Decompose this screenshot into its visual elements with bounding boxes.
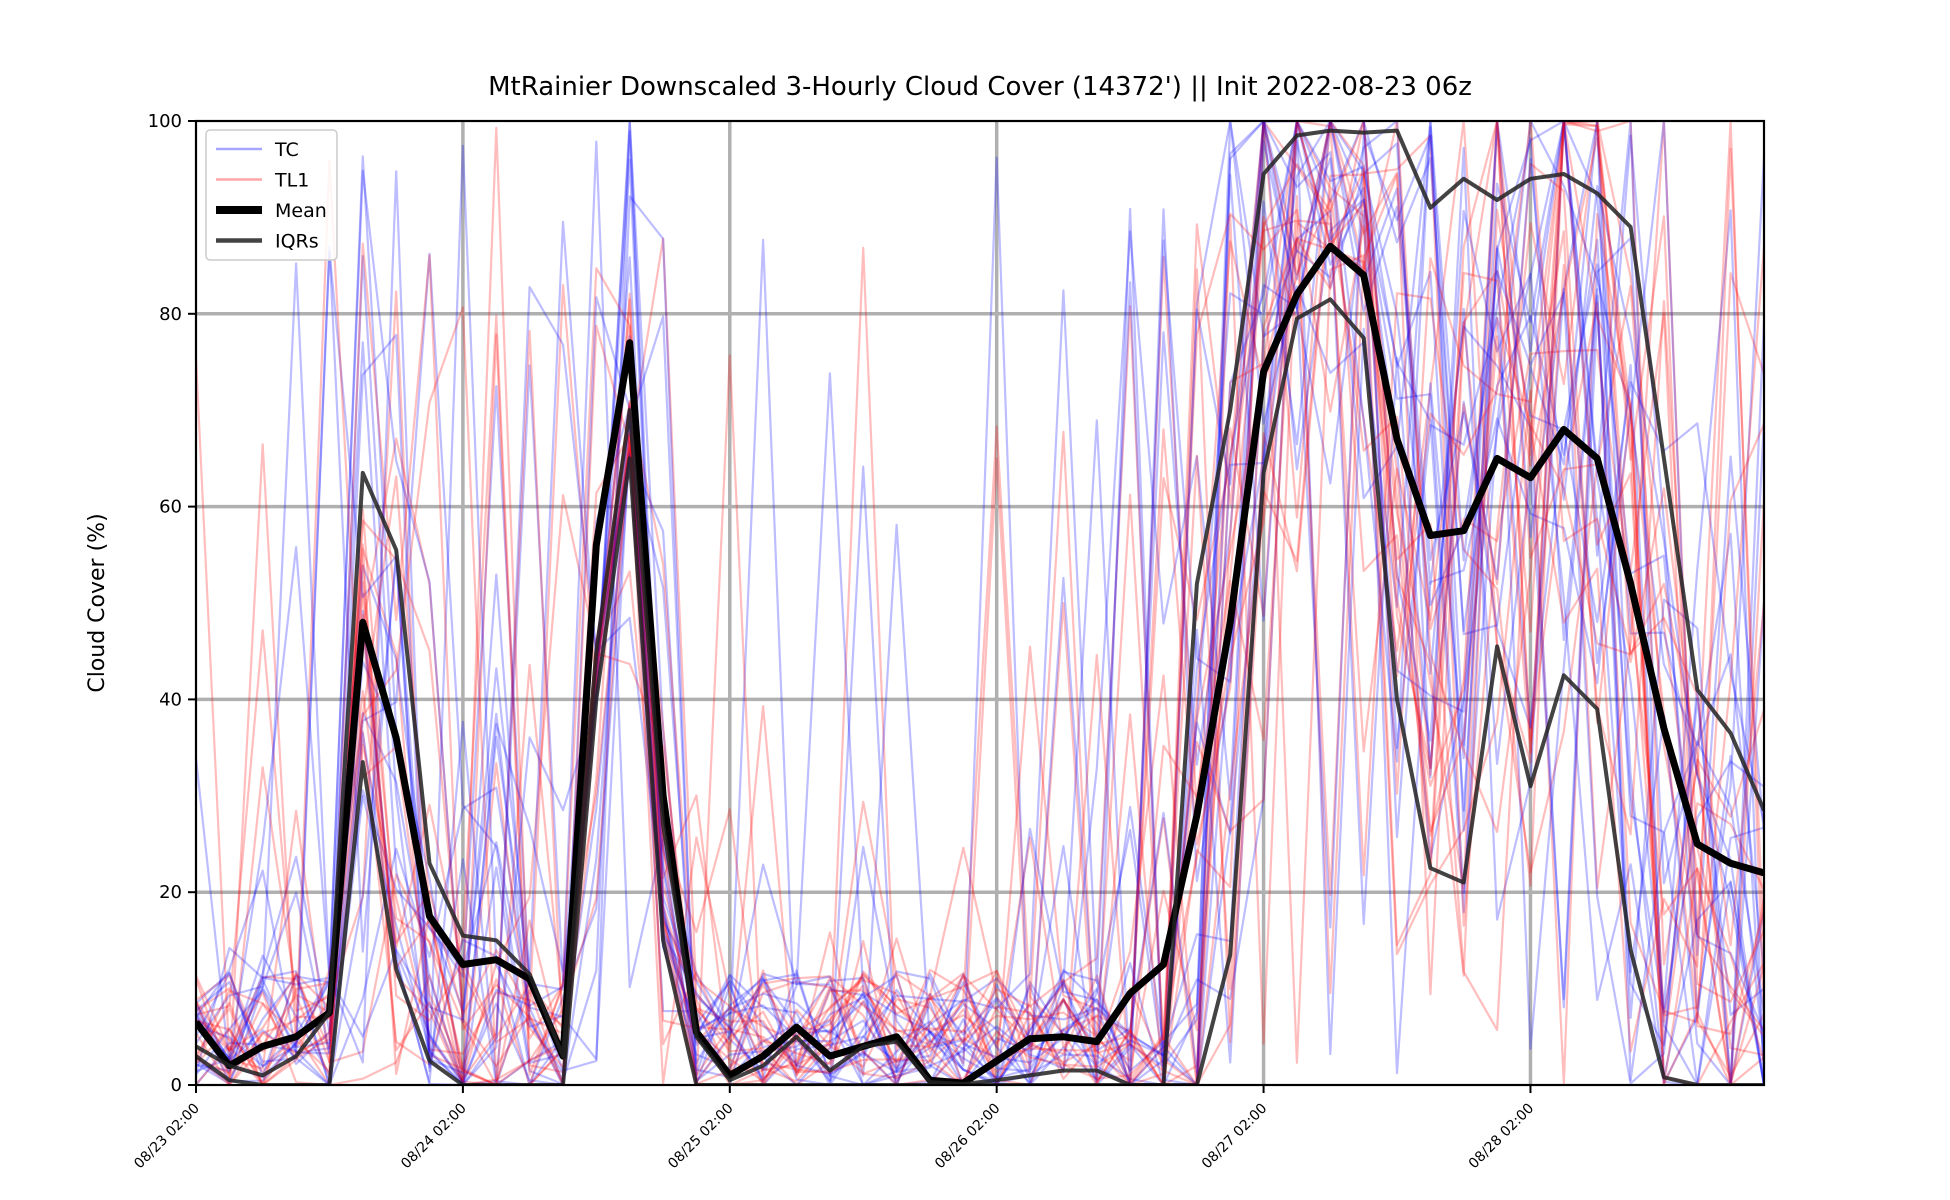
iqr-line — [196, 128, 1764, 1085]
TL1-member-line — [196, 121, 1764, 1085]
y-tick-label: 100 — [148, 111, 182, 132]
x-tick-label: 08/25 02:00 — [665, 1101, 737, 1173]
TC-member-line — [196, 140, 1764, 1085]
y-axis-ticks: 0 20 40 60 80 100 — [148, 111, 196, 1096]
plot-frame — [194, 119, 1766, 1087]
TC-member-line — [196, 121, 1764, 1085]
TC-member-line — [196, 121, 1764, 1085]
iqr-line — [196, 297, 1764, 1085]
TL1-member-line — [196, 121, 1764, 1085]
legend-label: TC — [274, 139, 299, 161]
y-tick-label: 40 — [159, 689, 182, 710]
TC-member-line — [196, 121, 1764, 1085]
TL1-member-line — [196, 121, 1764, 1085]
TL1-member-line — [196, 121, 1764, 1085]
TL1-member-line — [196, 147, 1764, 1085]
TC-member-line — [196, 121, 1764, 1085]
x-tick-label: 08/26 02:00 — [932, 1101, 1004, 1173]
y-tick-label: 80 — [159, 304, 182, 325]
TL1-member-line — [196, 121, 1764, 1085]
TC-member-line — [196, 121, 1764, 1082]
TL1-member-line — [196, 121, 1764, 1085]
x-tick-label: 08/28 02:00 — [1466, 1101, 1538, 1173]
TL1-member-line — [196, 121, 1764, 1085]
TC-member-line — [196, 121, 1764, 1085]
TL1-member-line — [196, 121, 1764, 1085]
y-tick-label: 60 — [159, 497, 182, 518]
chart-title: MtRainier Downscaled 3-Hourly Cloud Cove… — [488, 72, 1472, 102]
x-tick-label: 08/23 02:00 — [131, 1101, 203, 1173]
y-axis-label: Cloud Cover (%) — [85, 513, 110, 692]
x-tick-label: 08/24 02:00 — [398, 1101, 470, 1173]
TL1-member-line — [196, 121, 1764, 1085]
legend-label: TL1 — [274, 170, 309, 192]
TL1-member-line — [196, 121, 1764, 1085]
TL1-member-line — [196, 121, 1764, 1085]
x-tick-label: 08/27 02:00 — [1199, 1101, 1271, 1173]
legend-label: IQRs — [275, 231, 319, 253]
TC-member-line — [196, 121, 1764, 1085]
summary-lines — [196, 128, 1764, 1085]
TC-member-line — [196, 130, 1764, 1085]
TL1-member-line — [196, 121, 1764, 1085]
legend: TC TL1 Mean IQRs — [205, 129, 338, 261]
TC-member-line — [196, 121, 1764, 1085]
y-tick-label: 0 — [171, 1075, 182, 1096]
ensemble-member-lines — [196, 121, 1764, 1085]
y-tick-label: 20 — [159, 882, 182, 903]
mean-line — [196, 242, 1764, 1085]
TC-member-line — [196, 121, 1764, 1085]
legend-box — [205, 129, 338, 261]
TL1-member-line — [196, 173, 1764, 1085]
TC-member-line — [196, 121, 1764, 1085]
legend-label: Mean — [275, 200, 327, 222]
x-axis-ticks: 08/23 02:00 08/24 02:00 08/25 02:00 08/26 0… — [131, 1085, 1537, 1172]
TL1-member-line — [196, 162, 1764, 1085]
grid — [196, 121, 1764, 1085]
TC-member-line — [196, 121, 1764, 1085]
TC-member-line — [196, 121, 1764, 1085]
TL1-member-line — [196, 121, 1764, 1085]
